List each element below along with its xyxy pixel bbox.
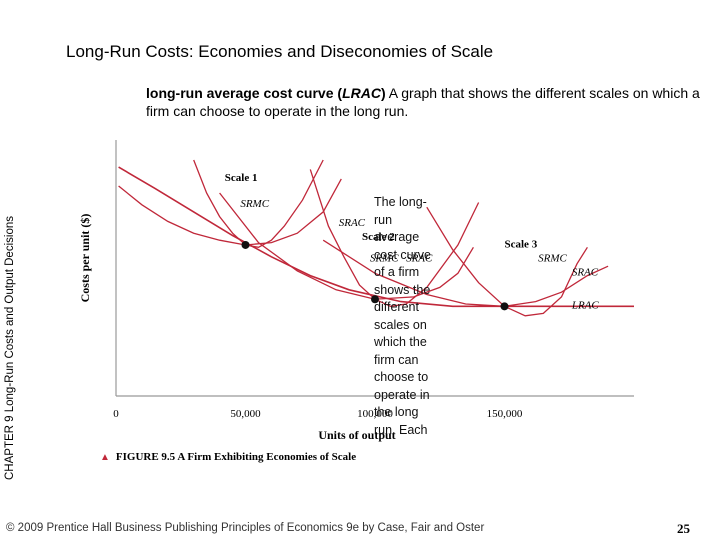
caption-triangle-icon: ▲ bbox=[100, 452, 110, 463]
x-tick-label: 0 bbox=[113, 408, 119, 420]
scale-label-3: Scale 3 bbox=[505, 238, 538, 250]
curve-label-srac: SRAC bbox=[339, 217, 366, 229]
curve-srmc-4 bbox=[426, 206, 588, 317]
x-tick-label: 100,000 bbox=[357, 408, 393, 420]
scale-label-1: Scale 1 bbox=[225, 172, 258, 184]
optimum-point-2 bbox=[371, 295, 379, 304]
curve-lrac-6 bbox=[118, 166, 634, 308]
curve-label-lrac: LRAC bbox=[571, 300, 600, 312]
x-axis-label: Units of output bbox=[318, 428, 395, 442]
curve-label-srmc: SRMC bbox=[538, 252, 567, 264]
curve-srmc-2 bbox=[309, 169, 480, 307]
curve-label-srac: SRAC bbox=[406, 252, 433, 264]
chapter-side-label: CHAPTER 9 Long-Run Costs and Output Deci… bbox=[4, 216, 16, 480]
optimum-point-3 bbox=[500, 302, 509, 311]
overlay-text: The long-run average cost curve of a fir… bbox=[374, 195, 431, 437]
slide-title: Long-Run Costs: Economies and Diseconomi… bbox=[66, 42, 494, 61]
x-tick-label: 150,000 bbox=[487, 408, 523, 420]
definition: long-run average cost curve (LRAC) A gra… bbox=[146, 84, 706, 120]
curve-srac-1 bbox=[118, 178, 342, 246]
x-tick-label: 50,000 bbox=[230, 408, 261, 420]
lrac-chart: 0 50,000 100,000 150,000 Units of output Cost… bbox=[78, 140, 634, 442]
scale-label-2: Scale 2 bbox=[362, 231, 395, 243]
curve-label-srmc: SRMC bbox=[370, 252, 399, 264]
definition-abbr: LRAC bbox=[342, 85, 381, 101]
optimum-point-1 bbox=[241, 240, 250, 249]
y-axis-label: Costs per unit ($) bbox=[78, 214, 92, 303]
definition-term: long-run average cost curve ( bbox=[146, 85, 343, 101]
footer: © 2009 Prentice Hall Business Publishing… bbox=[6, 522, 485, 534]
figure-caption: ▲ FIGURE 9.5 A Firm Exhibiting Economies … bbox=[100, 451, 356, 463]
curve-label-srac: SRAC bbox=[572, 267, 599, 279]
curve-label-srmc: SRMC bbox=[240, 198, 269, 210]
page-number: 25 bbox=[677, 521, 690, 536]
figure-caption-text: FIGURE 9.5 A Firm Exhibiting Economies o… bbox=[115, 451, 357, 463]
definition-text: A graph that shows the different scales … bbox=[146, 85, 700, 119]
definition-close: ) bbox=[380, 85, 386, 101]
